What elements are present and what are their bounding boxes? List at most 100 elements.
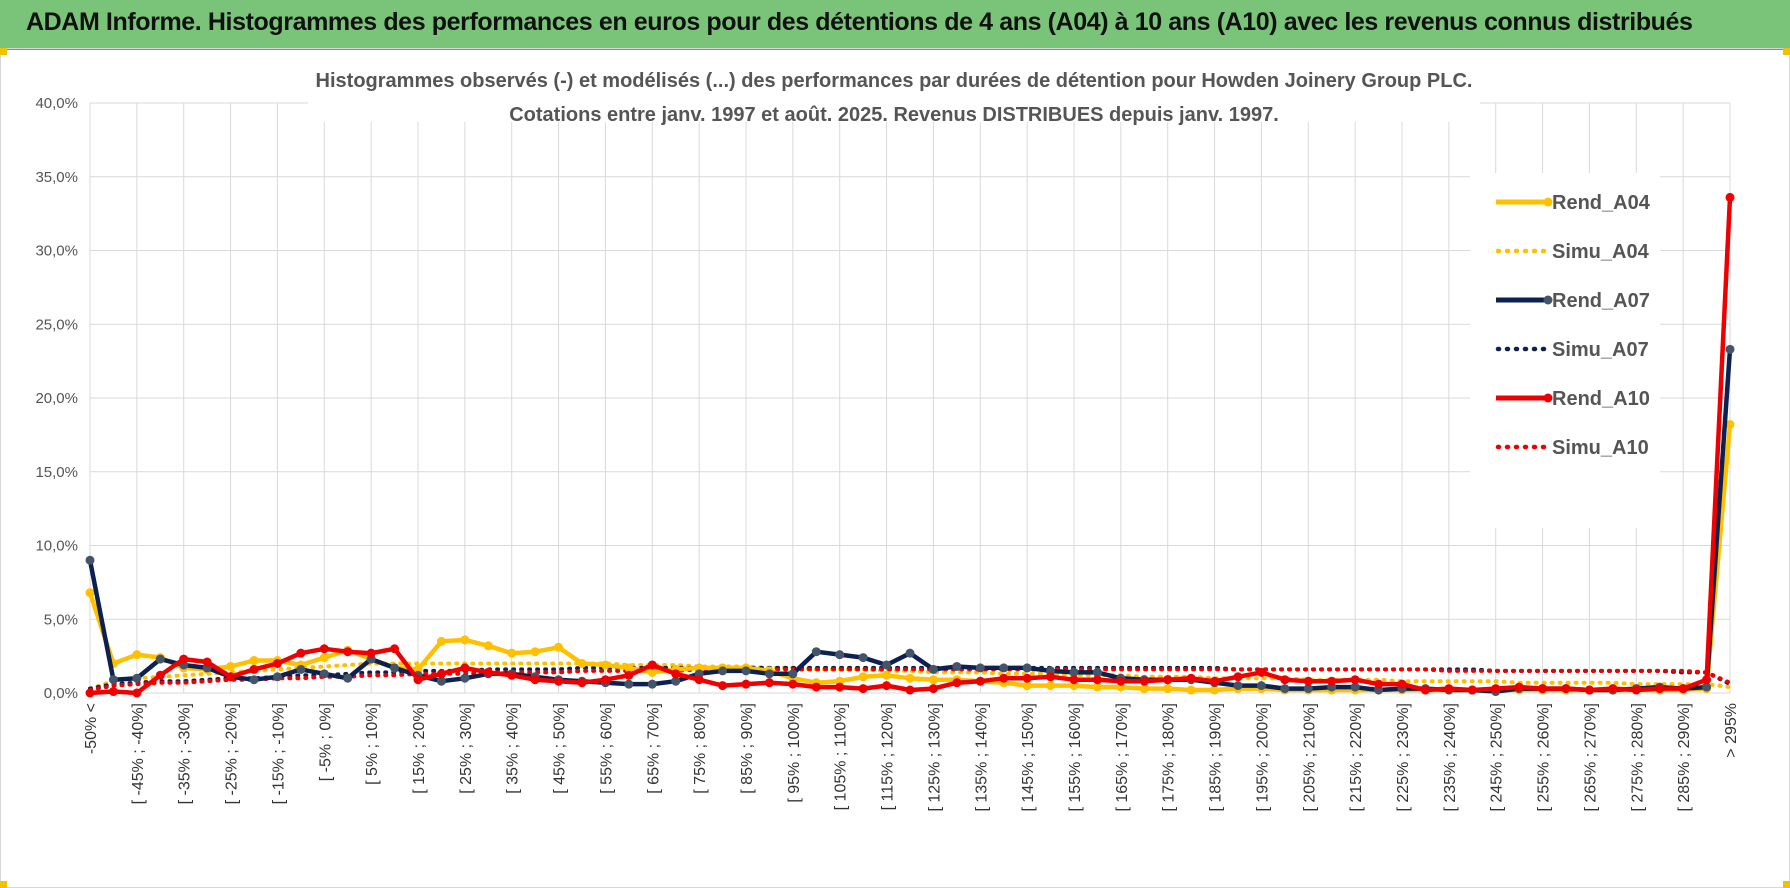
- point-Rend_A07: [460, 673, 470, 683]
- point-Rend_A10: [1022, 673, 1032, 683]
- point-Rend_A04: [460, 635, 470, 645]
- point-Rend_A10: [624, 670, 634, 680]
- point-Rend_A10: [1069, 675, 1079, 685]
- point-Rend_A10: [1608, 684, 1618, 694]
- x-tick-label: [ 45% ; 50%]: [552, 703, 569, 794]
- chart-title-line-2: Cotations entre janv. 1997 et août. 2025…: [509, 104, 1279, 126]
- point-Rend_A07: [436, 676, 446, 686]
- point-Rend_A10: [390, 644, 400, 654]
- point-Rend_A10: [202, 657, 212, 667]
- x-tick-label: [ 65% ; 70%]: [645, 703, 662, 794]
- point-Rend_A10: [694, 675, 704, 685]
- x-tick-label: > 295%: [1723, 703, 1740, 758]
- x-tick-label: [ 245% ; 250%]: [1489, 703, 1506, 812]
- point-Rend_A04: [1092, 682, 1102, 692]
- point-Rend_A07: [85, 555, 95, 565]
- x-tick-label: [ 215% ; 220%]: [1348, 703, 1365, 812]
- point-Rend_A10: [1725, 192, 1735, 202]
- point-Rend_A10: [507, 670, 517, 680]
- chart-title-line-1: Histogrammes observés (-) et modélisés (…: [316, 70, 1473, 92]
- point-Rend_A10: [1397, 679, 1407, 689]
- point-Rend_A10: [1046, 672, 1056, 682]
- y-tick-label: 35,0%: [35, 169, 78, 186]
- point-Rend_A07: [1303, 684, 1313, 694]
- point-Rend_A07: [319, 669, 329, 679]
- point-Rend_A04: [85, 588, 95, 598]
- point-Rend_A07: [928, 664, 938, 674]
- y-tick-label: 15,0%: [35, 464, 78, 481]
- legend-marker: [1543, 295, 1553, 305]
- point-Rend_A07: [975, 663, 985, 673]
- frame-corner-top-right: [1783, 48, 1790, 55]
- point-Rend_A10: [132, 688, 142, 698]
- point-Rend_A10: [1678, 684, 1688, 694]
- x-tick-label: [ 55% ; 60%]: [598, 703, 615, 794]
- point-Rend_A10: [343, 647, 353, 657]
- point-Rend_A10: [577, 678, 587, 688]
- legend-label: Rend_A07: [1552, 290, 1650, 312]
- point-Rend_A07: [155, 654, 165, 664]
- point-Rend_A10: [905, 685, 915, 695]
- point-Rend_A10: [811, 682, 821, 692]
- x-tick-label: [ 85% ; 90%]: [739, 703, 756, 794]
- point-Rend_A07: [1233, 681, 1243, 691]
- point-Rend_A10: [226, 672, 236, 682]
- point-Rend_A07: [718, 666, 728, 676]
- point-Rend_A04: [226, 661, 236, 671]
- x-tick-label: [ 75% ; 80%]: [692, 703, 709, 794]
- point-Rend_A04: [1210, 685, 1220, 695]
- point-Rend_A10: [671, 669, 681, 679]
- point-Rend_A10: [1233, 672, 1243, 682]
- x-tick-label: [ 275% ; 280%]: [1629, 703, 1646, 812]
- point-Rend_A07: [1725, 344, 1735, 354]
- point-Rend_A10: [1116, 676, 1126, 686]
- point-Rend_A04: [905, 673, 915, 683]
- point-Rend_A10: [952, 678, 962, 688]
- point-Rend_A10: [741, 679, 751, 689]
- point-Rend_A10: [1186, 673, 1196, 683]
- point-Rend_A07: [272, 672, 282, 682]
- x-tick-label: [ 175% ; 180%]: [1161, 703, 1178, 812]
- point-Rend_A07: [1256, 681, 1266, 691]
- point-Rend_A07: [882, 660, 892, 670]
- point-Rend_A10: [1561, 684, 1571, 694]
- point-Rend_A10: [319, 644, 329, 654]
- point-Rend_A04: [928, 675, 938, 685]
- x-tick-label: [ 195% ; 200%]: [1254, 703, 1271, 812]
- point-Rend_A10: [1280, 675, 1290, 685]
- x-tick-label: [ -45% ; -40%]: [130, 703, 147, 804]
- point-Rend_A10: [249, 664, 259, 674]
- point-Rend_A04: [1186, 685, 1196, 695]
- point-Rend_A07: [741, 666, 751, 676]
- point-Rend_A07: [952, 661, 962, 671]
- point-Rend_A07: [343, 673, 353, 683]
- point-Rend_A10: [296, 648, 306, 658]
- point-Rend_A10: [460, 663, 470, 673]
- y-axis-ticks: 0,0% 5,0% 10,0% 15,0% 20,0% 25,0% 30,0% 35,0% 40…: [35, 95, 78, 702]
- point-Rend_A04: [319, 653, 329, 663]
- point-Rend_A07: [858, 653, 868, 663]
- point-Rend_A07: [1092, 667, 1102, 677]
- point-Rend_A10: [1584, 685, 1594, 695]
- point-Rend_A10: [1210, 676, 1220, 686]
- point-Rend_A04: [1139, 684, 1149, 694]
- legend-marker: [1543, 393, 1553, 403]
- point-Rend_A10: [999, 673, 1009, 683]
- point-Rend_A04: [600, 660, 610, 670]
- point-Rend_A10: [1163, 675, 1173, 685]
- point-Rend_A10: [179, 654, 189, 664]
- x-tick-label: [ -15% ; -10%]: [270, 703, 287, 804]
- point-Rend_A10: [835, 682, 845, 692]
- point-Rend_A04: [507, 648, 517, 658]
- point-Rend_A10: [1256, 667, 1266, 677]
- x-tick-label: [ -25% ; -20%]: [224, 703, 241, 804]
- point-Rend_A10: [155, 670, 165, 680]
- point-Rend_A07: [1022, 663, 1032, 673]
- x-tick-label: [ 205% ; 210%]: [1301, 703, 1318, 812]
- x-tick-label: [ 155% ; 160%]: [1067, 703, 1084, 812]
- frame-corner-top-left: [0, 48, 7, 55]
- x-tick-label: [ 105% ; 110%]: [833, 703, 850, 810]
- chart-title: Histogrammes observés (-) et modélisés (…: [308, 60, 1480, 126]
- point-Rend_A10: [1420, 685, 1430, 695]
- point-Rend_A10: [1514, 682, 1524, 692]
